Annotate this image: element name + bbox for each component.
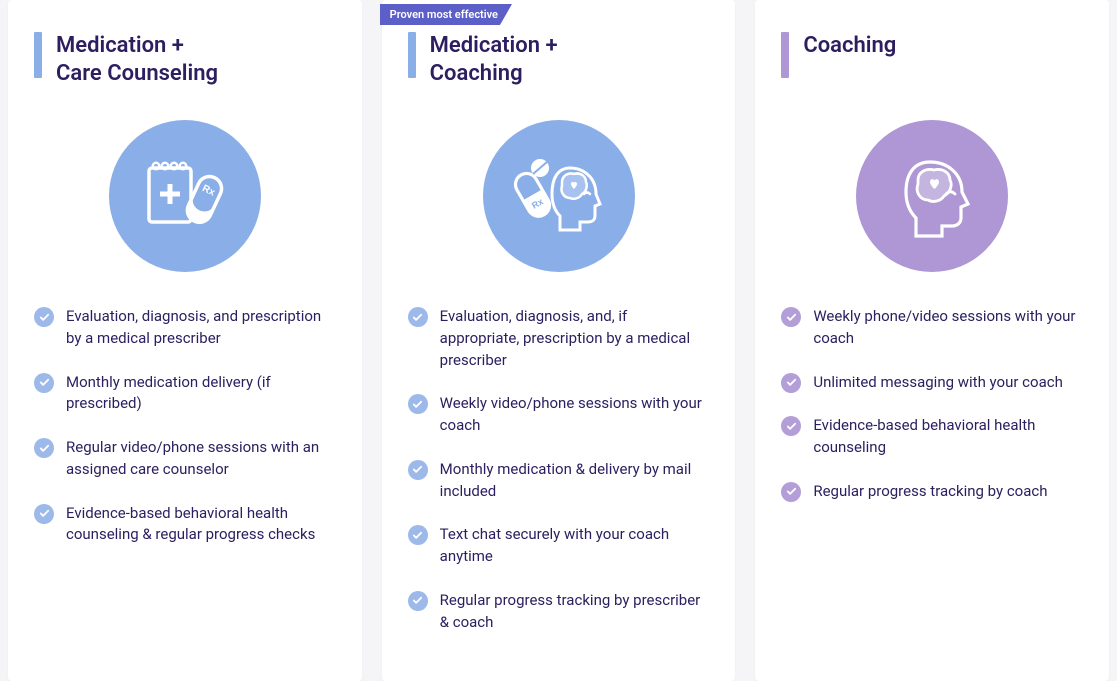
check-icon [781,373,801,393]
svg-text:Rx: Rx [200,183,217,199]
feature-text: Weekly video/phone sessions with your co… [440,393,710,437]
plan-card-medication-coaching: Proven most effective Medication +Coachi… [382,0,736,681]
check-icon [34,373,54,393]
feature-item: Evaluation, diagnosis, and prescription … [34,306,336,350]
card-title-block: Medication +Coaching [408,32,710,92]
check-icon [781,416,801,436]
check-icon [34,438,54,458]
feature-item: Regular video/phone sessions with an ass… [34,437,336,481]
features-list: Weekly phone/video sessions with your co… [781,306,1083,503]
feature-text: Evaluation, diagnosis, and prescription … [66,306,336,350]
head-icon [856,120,1008,272]
feature-item: Unlimited messaging with your coach [781,372,1083,394]
feature-text: Evidence-based behavioral health counsel… [813,415,1083,459]
feature-item: Evaluation, diagnosis, and, if appropria… [408,306,710,371]
check-icon [34,504,54,524]
feature-item: Regular progress tracking by coach [781,481,1083,503]
features-list: Evaluation, diagnosis, and prescription … [34,306,336,546]
card-title: Medication +Coaching [430,32,558,88]
check-icon [408,394,428,414]
pill-head-icon: Rx [483,120,635,272]
plan-card-coaching: Coaching Weekly phone/video sessions [755,0,1109,681]
feature-item: Regular progress tracking by prescriber … [408,590,710,634]
plan-card-medication-care-counseling: Medication +Care Counseling [8,0,362,681]
feature-item: Evidence-based behavioral health counsel… [34,503,336,547]
title-accent-bar [781,32,789,78]
rx-pad-pill-icon: Rx [109,120,261,272]
feature-item: Evidence-based behavioral health counsel… [781,415,1083,459]
feature-text: Text chat securely with your coach anyti… [440,524,710,568]
check-icon [34,307,54,327]
feature-item: Text chat securely with your coach anyti… [408,524,710,568]
check-icon [781,482,801,502]
card-icon-wrap [781,120,1083,272]
most-effective-ribbon: Proven most effective [380,4,512,25]
title-accent-bar [34,32,42,78]
check-icon [408,591,428,611]
card-icon-wrap: Rx [408,120,710,272]
plan-cards-row: Medication +Care Counseling [0,0,1117,681]
card-icon-wrap: Rx [34,120,336,272]
feature-item: Monthly medication delivery (if prescrib… [34,372,336,416]
feature-text: Evidence-based behavioral health counsel… [66,503,336,547]
check-icon [408,525,428,545]
feature-text: Unlimited messaging with your coach [813,372,1063,394]
title-accent-bar [408,32,416,78]
feature-item: Weekly phone/video sessions with your co… [781,306,1083,350]
card-title: Coaching [803,32,896,60]
check-icon [781,307,801,327]
feature-text: Regular progress tracking by prescriber … [440,590,710,634]
features-list: Evaluation, diagnosis, and, if appropria… [408,306,710,633]
feature-text: Regular video/phone sessions with an ass… [66,437,336,481]
feature-text: Monthly medication & delivery by mail in… [440,459,710,503]
check-icon [408,460,428,480]
feature-item: Monthly medication & delivery by mail in… [408,459,710,503]
feature-item: Weekly video/phone sessions with your co… [408,393,710,437]
feature-text: Weekly phone/video sessions with your co… [813,306,1083,350]
feature-text: Monthly medication delivery (if prescrib… [66,372,336,416]
card-title-block: Coaching [781,32,1083,92]
card-title-block: Medication +Care Counseling [34,32,336,92]
feature-text: Evaluation, diagnosis, and, if appropria… [440,306,710,371]
check-icon [408,307,428,327]
card-title: Medication +Care Counseling [56,32,218,88]
feature-text: Regular progress tracking by coach [813,481,1047,503]
